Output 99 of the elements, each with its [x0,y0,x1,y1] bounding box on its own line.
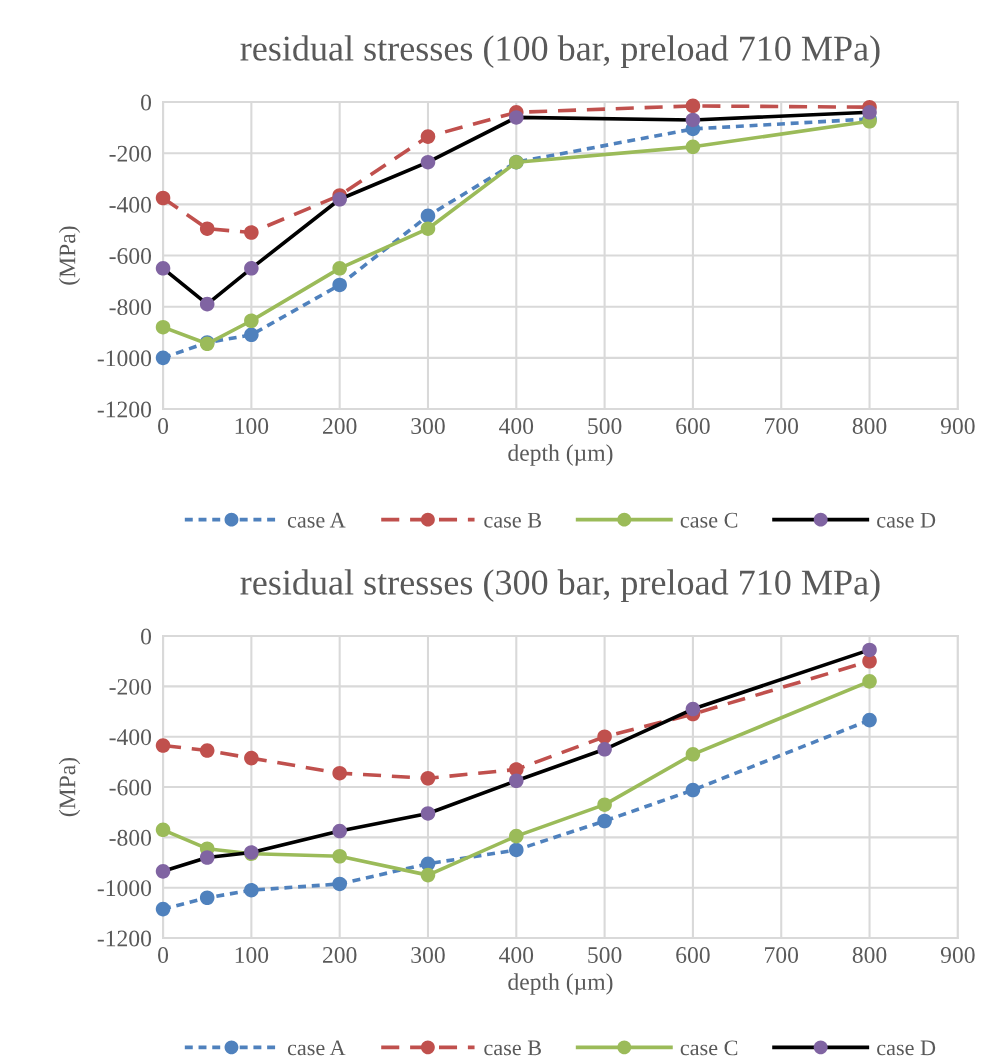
point [597,742,612,757]
x-tick-label: 900 [940,947,975,963]
y-tick-label: -200 [109,678,152,695]
point [597,729,612,745]
point [199,296,215,312]
point [332,765,347,781]
point [155,901,171,917]
point [685,139,701,155]
x-tick-label: 600 [676,418,710,434]
point [509,828,524,844]
x-tick-label: 600 [676,947,710,963]
chart-title: residual stresses (300 bar, preload 710 MPa) [240,569,880,603]
point [199,221,215,236]
point [332,277,347,293]
point [685,98,701,114]
legend-label: case D [877,512,936,528]
point [155,319,171,335]
x-tick-label: 100 [235,947,269,963]
y-tick-label: -400 [109,729,152,746]
point [862,642,877,658]
point [332,876,347,892]
point [332,191,347,207]
point [244,225,259,240]
x-tick-label: 500 [588,418,622,434]
point [685,747,701,762]
point [199,850,215,865]
point [155,738,171,753]
point [420,154,436,170]
point [199,743,215,758]
x-tick-label: 500 [588,947,622,963]
point [420,129,436,144]
x-axis-title: depth (µm) [508,973,613,995]
point [862,674,877,689]
point [509,842,524,858]
point [420,867,436,883]
point [420,770,436,786]
point [332,848,347,864]
legend-label: case A [287,512,346,528]
point [509,773,524,789]
point [155,190,171,206]
x-tick-label: 700 [765,947,799,963]
chart-title: residual stresses (100 bar, preload 710 MPa) [240,35,880,69]
x-axis-title: depth (µm) [508,444,613,466]
legend-label: case B [484,512,541,528]
point [862,105,877,120]
y-tick-label: -200 [109,145,152,162]
legend-label: case C [680,1040,738,1056]
point [597,797,612,812]
point [685,112,701,128]
point [244,327,259,343]
x-tick-label: 0 [158,418,169,434]
x-tick-label: 200 [323,947,357,963]
y-tick-label: 0 [141,628,152,645]
point [244,882,259,898]
x-tick-label: 100 [235,418,269,434]
point [332,261,347,276]
point [420,221,436,236]
point [597,813,612,829]
x-tick-label: 300 [411,947,445,963]
point [199,890,215,906]
point [244,261,259,276]
legend-label: case A [287,1040,346,1056]
y-tick-label: -1200 [97,401,152,418]
point [420,208,436,224]
point [332,823,347,839]
point [155,822,171,838]
y-tick-label: -600 [109,248,152,264]
y-tick-label: -400 [109,196,152,213]
point [244,750,259,766]
y-tick-label: -1000 [97,880,152,897]
legend-label: case D [877,1040,936,1056]
y-tick-label: -800 [109,829,152,846]
point [155,350,171,366]
point [685,782,701,798]
x-tick-label: 800 [852,947,887,963]
x-tick-label: 300 [411,418,445,434]
legend-label: case C [680,512,738,528]
point [155,864,171,879]
legend-label: case B [484,1040,541,1056]
point [420,806,436,821]
point [685,701,701,717]
point [155,261,171,276]
y-axis-title: (MPa) [58,757,81,817]
point [862,712,877,728]
x-tick-label: 400 [499,947,534,963]
y-tick-label: 0 [141,94,152,111]
y-tick-label: -1000 [97,350,152,367]
y-tick-label: -1200 [97,930,152,947]
x-tick-label: 800 [852,418,887,434]
y-tick-label: -800 [109,299,152,316]
x-tick-label: 400 [499,418,534,434]
x-tick-label: 900 [940,418,975,434]
y-tick-label: -600 [109,779,152,796]
point [244,313,259,329]
x-tick-label: 200 [323,418,357,434]
x-tick-label: 0 [158,947,169,963]
x-tick-label: 700 [765,418,799,434]
point [509,110,524,125]
y-axis-title: (MPa) [58,226,81,285]
